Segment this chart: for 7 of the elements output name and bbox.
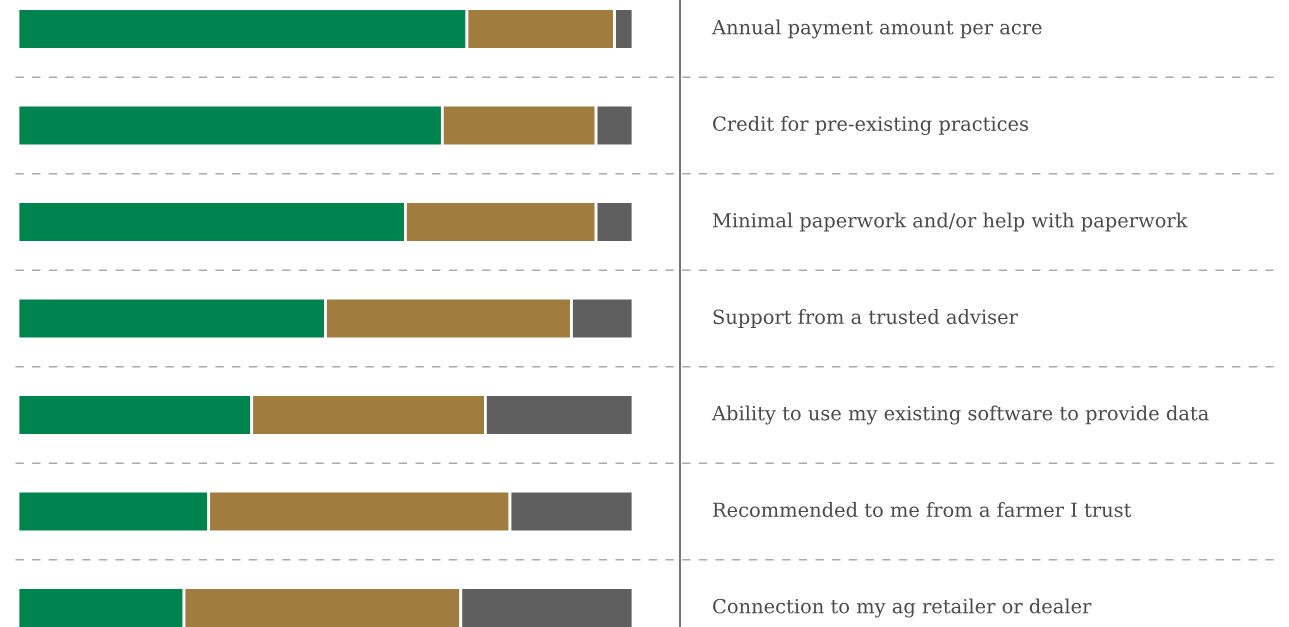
y-tick-label: Recommended to me from a farmer I trust xyxy=(713,502,1132,518)
y-tick-label: Annual payment amount per acre xyxy=(711,19,1042,39)
y-tick-label: Support from a trusted adviser xyxy=(713,309,1018,328)
y-tick-label: Ability to use my existing software to provide data xyxy=(711,405,1209,425)
y-tick-label: Connection to my ag retailer or dealer xyxy=(713,598,1092,618)
y-tick-label: Credit for pre-existing practices xyxy=(713,115,1029,136)
y-tick-label: Minimal paperwork and/or help with paperwork xyxy=(712,212,1188,232)
